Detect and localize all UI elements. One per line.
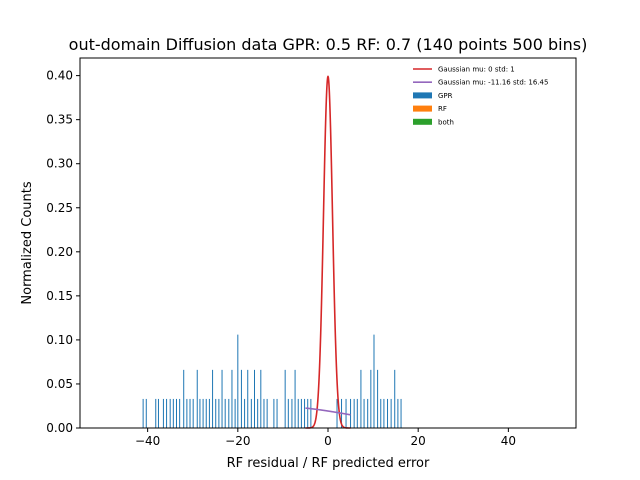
y-axis: 0.00 0.05 0.10 0.15 0.20 0.25 0.30 0.35 0.40 [46, 69, 80, 435]
gaussian-fit-curve [305, 407, 351, 416]
gpr-bar [169, 398, 171, 428]
y-tick-label: 0.20 [46, 245, 73, 259]
chart-title: out-domain Diffusion data GPR: 0.5 RF: 0… [69, 35, 588, 54]
gpr-bar [237, 334, 239, 428]
legend-entry-label: Gaussian mu: -11.16 std: 16.45 [438, 79, 548, 87]
gpr-bar [300, 398, 302, 428]
gpr-bar [215, 398, 217, 428]
y-tick-label: 0.00 [46, 421, 73, 435]
gpr-bar [360, 369, 362, 428]
gpr-bar [250, 398, 252, 428]
gpr-bar [205, 398, 207, 428]
gpr-bar [231, 369, 233, 428]
gpr-bar [162, 398, 164, 428]
gpr-bar [287, 398, 289, 428]
legend-patch-swatch [413, 105, 432, 112]
gpr-bar [221, 369, 223, 428]
gpr-bar [199, 398, 201, 428]
gpr-bar [297, 398, 299, 428]
gpr-bar [400, 398, 402, 428]
legend-patch-swatch [413, 92, 432, 99]
gpr-bar [367, 398, 369, 428]
gpr-bar [394, 369, 396, 428]
gpr-bar [304, 398, 306, 428]
plot-frame [79, 57, 577, 429]
gpr-bar [186, 398, 188, 428]
gpr-bar [218, 398, 220, 428]
x-tick-label: 40 [501, 434, 516, 448]
gpr-bar [254, 369, 255, 428]
legend: Gaussian mu: 0 std: 1 Gaussian mu: -11.16… [413, 66, 548, 126]
gpr-bar [353, 398, 355, 428]
gpr-bar [196, 369, 198, 428]
legend-entry-label: RF [438, 105, 447, 113]
gpr-bar [373, 334, 375, 428]
y-tick-label: 0.10 [46, 333, 73, 347]
legend-entry-label: Gaussian mu: 0 std: 1 [438, 66, 515, 74]
legend-entry-label: GPR [438, 92, 453, 100]
gpr-bar [244, 398, 246, 428]
gpr-bar [377, 369, 379, 428]
x-tick-label: −40 [135, 434, 160, 448]
gpr-bar [175, 398, 177, 428]
gpr-bar [356, 398, 358, 428]
gpr-bar [257, 398, 259, 428]
gpr-bar [179, 398, 181, 428]
x-tick-label: 20 [411, 434, 426, 448]
gpr-bar [145, 398, 147, 428]
gpr-bar [370, 369, 372, 428]
gpr-bar [276, 398, 278, 428]
gpr-bar [273, 398, 275, 428]
y-tick-label: 0.30 [46, 157, 73, 171]
gpr-bar [363, 398, 365, 428]
gpr-bar [142, 398, 144, 428]
gpr-bar [234, 398, 236, 428]
gpr-bar [336, 398, 338, 428]
y-tick-label: 0.15 [46, 289, 73, 303]
gpr-bar [208, 398, 210, 428]
y-axis-label: Normalized Counts [20, 181, 35, 304]
y-tick-label: 0.25 [46, 201, 73, 215]
gpr-bar [166, 398, 168, 428]
gpr-bar [310, 398, 312, 428]
gpr-bar [380, 398, 382, 428]
gpr-bar [157, 398, 159, 428]
legend-entry-label: both [438, 118, 454, 126]
gpr-bar [155, 398, 157, 428]
gpr-bar [390, 398, 392, 428]
gpr-bar [212, 369, 214, 428]
bars-layer [142, 334, 402, 428]
gpr-bar [172, 398, 174, 428]
gpr-bar [263, 398, 265, 428]
y-tick-label: 0.35 [46, 113, 73, 127]
gpr-bar [202, 398, 204, 428]
y-tick-label: 0.05 [46, 377, 73, 391]
gpr-bar [266, 398, 268, 428]
gaussian-standard-curve [305, 75, 351, 429]
gpr-bar [192, 398, 194, 428]
gpr-bar [291, 398, 293, 428]
gpr-bar [387, 398, 389, 428]
gpr-bar [383, 398, 385, 428]
gpr-bar [260, 369, 262, 428]
gpr-bar [397, 398, 399, 428]
gpr-bar [189, 398, 191, 428]
gpr-bar [307, 398, 309, 428]
gpr-bar [240, 369, 242, 428]
gpr-bar [224, 398, 226, 428]
y-tick-label: 0.40 [46, 69, 73, 83]
gpr-bar [228, 398, 230, 428]
x-axis: −40 −20 0 20 40 [135, 428, 516, 448]
gpr-bar [350, 398, 352, 428]
x-tick-label: 0 [324, 434, 332, 448]
gpr-bar [294, 369, 296, 428]
curves-layer [305, 75, 351, 429]
gpr-bar [284, 369, 286, 428]
x-axis-label: RF residual / RF predicted error [227, 456, 430, 471]
gpr-bar [183, 369, 185, 428]
legend-patch-swatch [413, 118, 432, 125]
gpr-bar [247, 369, 249, 428]
x-tick-label: −20 [225, 434, 250, 448]
